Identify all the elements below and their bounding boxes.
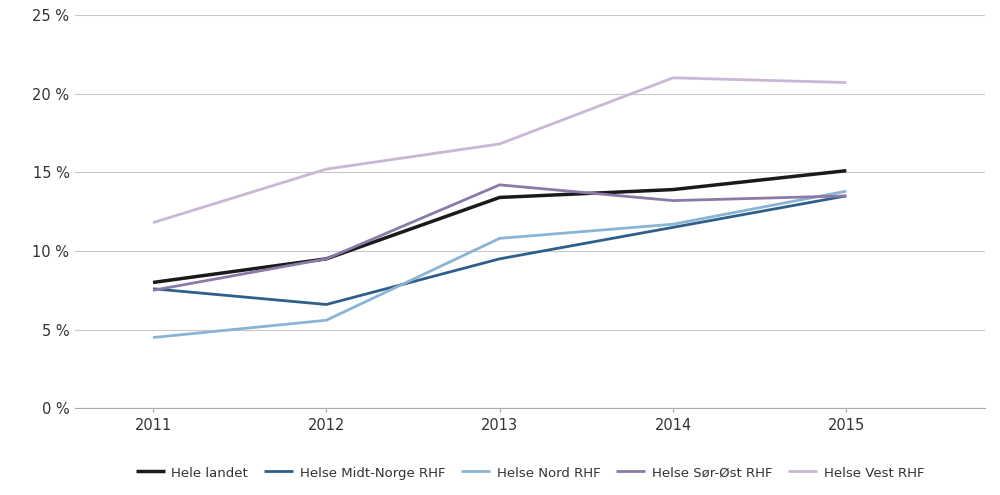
Helse Vest RHF: [147, 220, 159, 226]
Helse Vest RHF: [494, 141, 506, 147]
Line: Helse Midt-Norge RHF: Helse Midt-Norge RHF: [153, 196, 846, 304]
Line: Helse Nord RHF: Helse Nord RHF: [153, 191, 846, 338]
Line: Helse Sør-Øst RHF: Helse Sør-Øst RHF: [153, 185, 846, 290]
Hele landet: [667, 187, 679, 193]
Helse Sør-Øst RHF: [494, 182, 506, 188]
Helse Midt-Norge RHF: [840, 193, 852, 199]
Hele landet: [147, 280, 159, 286]
Helse Sør-Øst RHF: [320, 256, 332, 262]
Helse Sør-Øst RHF: [667, 198, 679, 203]
Helse Midt-Norge RHF: [494, 256, 506, 262]
Helse Nord RHF: [840, 188, 852, 194]
Helse Nord RHF: [147, 335, 159, 341]
Helse Midt-Norge RHF: [147, 286, 159, 292]
Helse Midt-Norge RHF: [667, 224, 679, 230]
Helse Vest RHF: [667, 75, 679, 81]
Helse Vest RHF: [320, 166, 332, 172]
Helse Sør-Øst RHF: [840, 193, 852, 199]
Hele landet: [840, 168, 852, 174]
Helse Sør-Øst RHF: [147, 287, 159, 293]
Helse Nord RHF: [320, 317, 332, 323]
Hele landet: [320, 256, 332, 262]
Helse Nord RHF: [667, 221, 679, 227]
Hele landet: [494, 195, 506, 200]
Helse Vest RHF: [840, 80, 852, 86]
Line: Hele landet: Hele landet: [153, 171, 846, 283]
Line: Helse Vest RHF: Helse Vest RHF: [153, 78, 846, 223]
Helse Midt-Norge RHF: [320, 301, 332, 307]
Legend: Hele landet, Helse Midt-Norge RHF, Helse Nord RHF, Helse Sør-Øst RHF, Helse Vest: Hele landet, Helse Midt-Norge RHF, Helse…: [136, 466, 924, 480]
Helse Nord RHF: [494, 236, 506, 242]
